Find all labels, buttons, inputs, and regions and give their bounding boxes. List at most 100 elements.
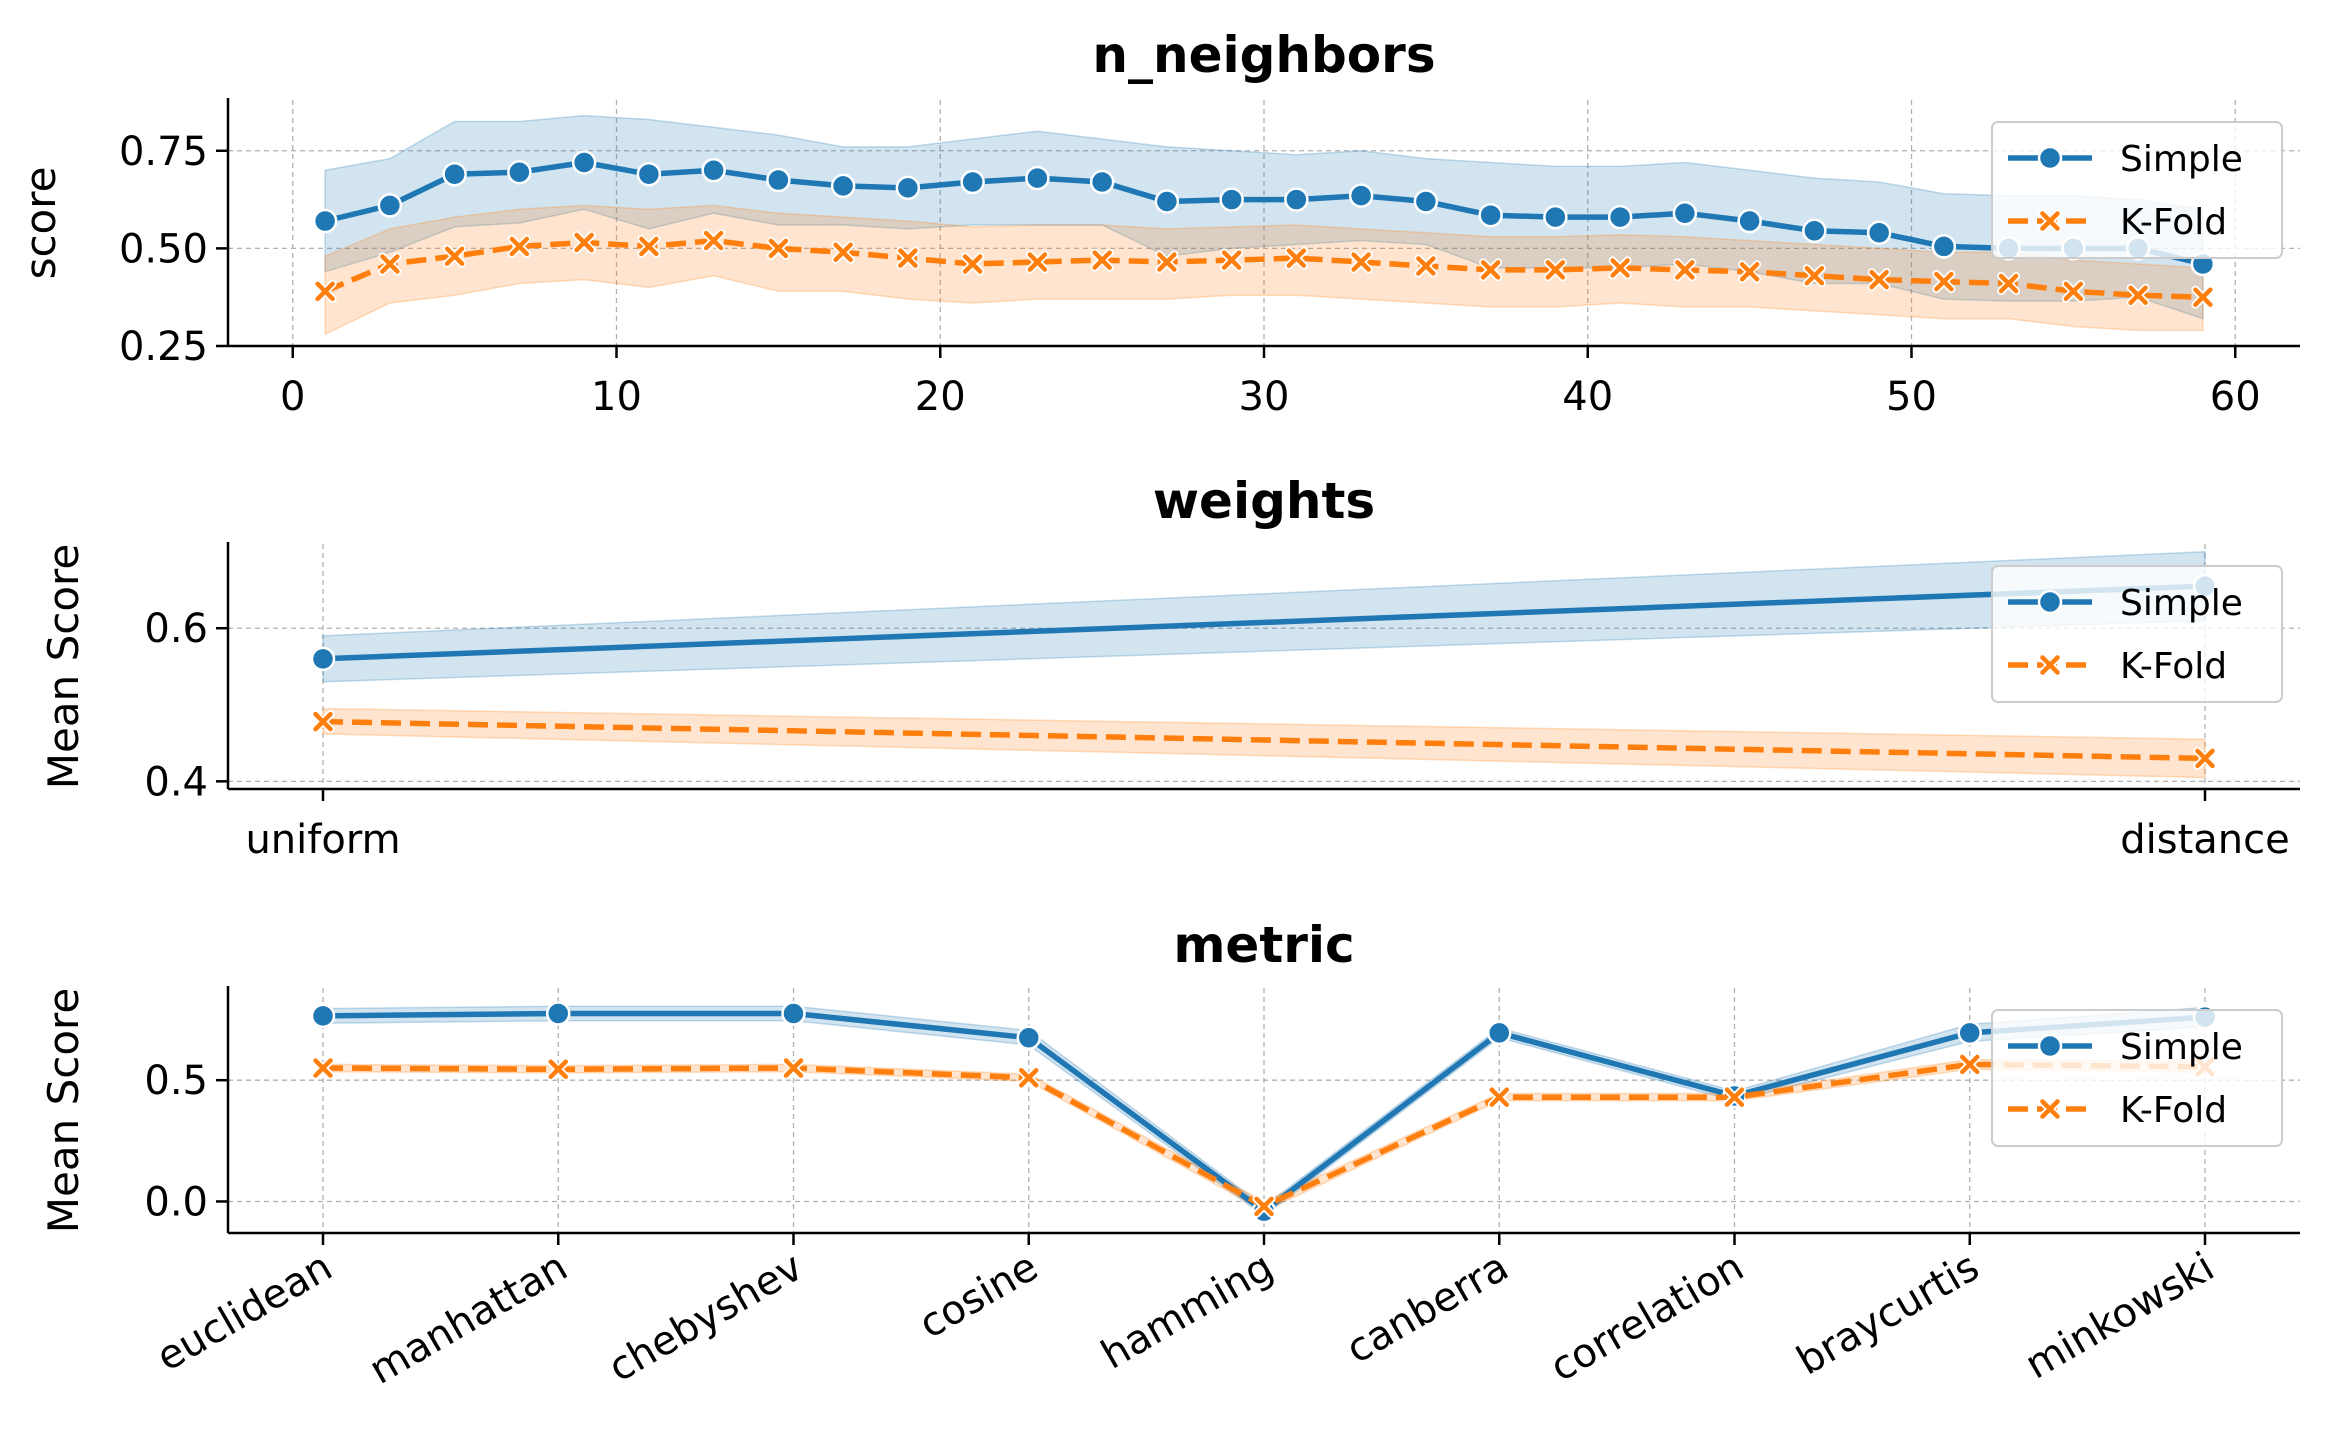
data-point <box>1478 202 1503 228</box>
data-point <box>766 167 791 193</box>
x-tick-label: euclidean <box>149 1244 340 1381</box>
legend: Simple K-Fold <box>1991 1009 2283 1147</box>
data-point <box>442 161 467 187</box>
data-point <box>768 238 789 259</box>
data-point <box>703 230 724 251</box>
data-point <box>1543 204 1568 230</box>
y-tick-label: 0.75 <box>119 129 208 175</box>
data-point <box>1025 165 1050 191</box>
legend-label: Simple <box>2120 1027 2243 1068</box>
legend-marker <box>2040 655 2060 675</box>
data-point <box>1351 252 1371 272</box>
data-point <box>830 173 856 199</box>
data-point <box>781 1001 806 1026</box>
legend-label: K-Fold <box>2120 646 2227 687</box>
data-point <box>1284 187 1309 212</box>
data-point <box>380 254 400 274</box>
data-point <box>960 169 985 195</box>
data-point <box>1804 265 1825 286</box>
data-point <box>315 281 335 302</box>
data-point <box>636 161 662 187</box>
data-point <box>571 150 597 175</box>
confidence-band-1 <box>324 204 2204 336</box>
data-point <box>1802 218 1827 244</box>
data-point <box>1027 252 1048 272</box>
data-point <box>1724 1087 1745 1107</box>
data-point <box>1737 208 1762 234</box>
y-tick-label: 0.5 <box>144 1058 208 1104</box>
legend-label: K-Fold <box>2120 202 2227 243</box>
data-point <box>2063 281 2084 302</box>
data-point <box>962 254 983 274</box>
data-point <box>548 1059 568 1080</box>
data-point <box>1219 187 1244 212</box>
x-tick-label: minkowski <box>2018 1244 2222 1389</box>
x-tick-label: hamming <box>1094 1244 1281 1379</box>
legend: Simple K-Fold <box>1991 121 2283 259</box>
legend-marker <box>2037 589 2063 615</box>
x-tick-label: braycurtis <box>1789 1244 1986 1385</box>
legend-label: K-Fold <box>2120 1090 2227 1131</box>
data-point <box>1416 256 1436 276</box>
data-point <box>1154 189 1180 214</box>
data-point <box>2195 748 2215 769</box>
x-tick-label: distance <box>2120 817 2290 863</box>
series-line-1 <box>324 237 2203 300</box>
data-point <box>1998 273 2019 294</box>
x-tick-label: cosine <box>912 1244 1046 1348</box>
data-point <box>898 248 918 268</box>
chart-title: metric <box>1173 916 1354 974</box>
x-tick-label: 60 <box>2210 374 2261 420</box>
x-tick-label: 30 <box>1239 374 1290 420</box>
data-point <box>1487 1020 1512 1046</box>
confidence-band-1 <box>322 707 2206 779</box>
legend-marker <box>2037 145 2063 171</box>
confidence-band-0 <box>322 550 2206 683</box>
legend: Simple K-Fold <box>1991 565 2283 703</box>
data-point <box>313 1058 333 1078</box>
data-point <box>1348 183 1374 208</box>
data-point <box>1221 250 1242 270</box>
y-tick-label: 0.50 <box>119 226 208 272</box>
data-point <box>1675 260 1695 280</box>
y-axis-label: Mean Score <box>39 988 88 1233</box>
x-tick-label: 10 <box>591 374 642 420</box>
data-point <box>1092 250 1112 270</box>
chart-panel-0: 0.25 0.50 0.75 0 10 20 30 40 50 60 n_neighborsscor… <box>16 26 2300 420</box>
data-point <box>639 236 659 257</box>
data-point <box>1931 234 1957 259</box>
data-point <box>1934 271 1954 292</box>
chart-title: n_neighbors <box>1092 26 1435 84</box>
data-point <box>1089 169 1115 195</box>
data-point <box>783 1058 804 1078</box>
x-tick-label: 20 <box>915 374 966 420</box>
data-point <box>1016 1025 1041 1050</box>
x-tick-label: uniform <box>245 817 400 863</box>
x-tick-label: correlation <box>1543 1244 1752 1391</box>
data-point <box>1607 204 1633 230</box>
legend-label: Simple <box>2120 583 2243 624</box>
x-tick-label: canberra <box>1339 1244 1517 1373</box>
data-point <box>1413 189 1439 214</box>
y-axis-label: score <box>16 167 65 280</box>
data-point <box>895 175 921 201</box>
legend-marker <box>2040 211 2060 231</box>
data-point <box>1960 1054 1980 1075</box>
x-tick-label: manhattan <box>362 1244 575 1394</box>
data-point <box>377 193 403 218</box>
data-point <box>1489 1087 1509 1107</box>
chart-panel-2: 0.0 0.5 euclidean manhattan chebyshev cosine h… <box>39 916 2300 1394</box>
data-point <box>1957 1020 1982 1046</box>
data-point <box>1019 1068 1039 1088</box>
x-tick-label: 50 <box>1886 374 1937 420</box>
x-tick-label: 40 <box>1562 374 1613 420</box>
data-point <box>2128 285 2148 305</box>
data-point <box>574 232 594 253</box>
x-tick-label: 0 <box>280 374 305 420</box>
data-point <box>310 646 336 672</box>
data-point <box>1672 200 1698 226</box>
data-point <box>701 158 726 183</box>
confidence-band-0 <box>324 114 2204 320</box>
data-point <box>1480 260 1501 280</box>
y-tick-label: 0.6 <box>144 606 208 652</box>
